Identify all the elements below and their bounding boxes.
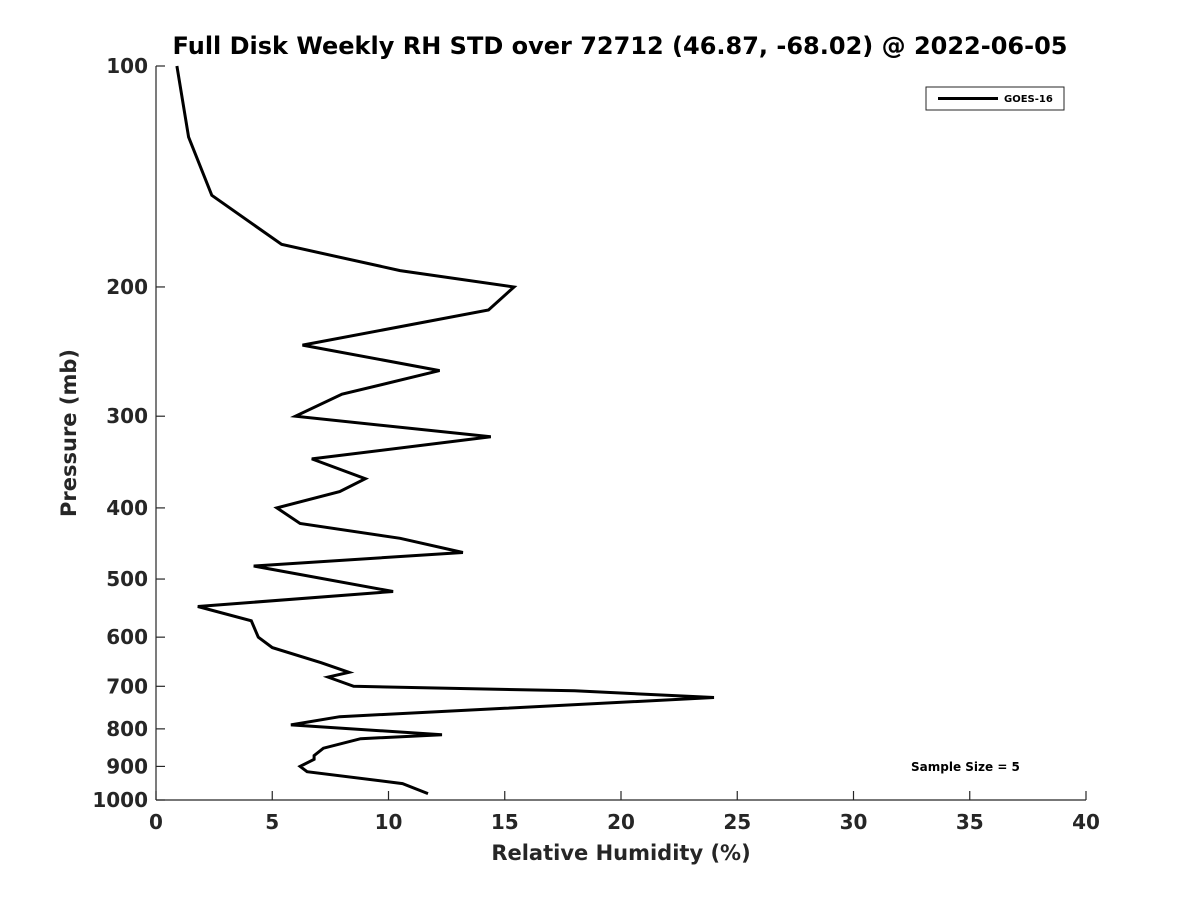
y-tick-label: 300 (106, 404, 148, 428)
x-tick-label: 0 (149, 810, 163, 834)
y-tick-label: 400 (106, 496, 148, 520)
x-tick-label: 35 (956, 810, 984, 834)
x-tick-label: 10 (375, 810, 403, 834)
series-line-goes-16 (175, 65, 715, 795)
y-tick-label: 900 (106, 754, 148, 778)
y-tick-label: 600 (106, 625, 148, 649)
y-ticks: 100 200 300 400 500 600 700 800 900 1000 (92, 54, 165, 812)
series-layer (175, 65, 715, 795)
x-tick-label: 20 (607, 810, 635, 834)
y-tick-label: 800 (106, 717, 148, 741)
plot-axes (155, 66, 1086, 801)
legend-label: GOES-16 (1004, 94, 1053, 105)
sample-size-annotation: Sample Size = 5 (911, 760, 1020, 774)
y-tick-label: 100 (106, 54, 148, 78)
y-tick-label: 1000 (92, 788, 148, 812)
chart-title: Full Disk Weekly RH STD over 72712 (46.8… (173, 32, 1068, 60)
x-tick-label: 15 (491, 810, 519, 834)
y-tick-label: 200 (106, 275, 148, 299)
x-tick-label: 40 (1072, 810, 1100, 834)
y-tick-label: 500 (106, 567, 148, 591)
x-axis-label: Relative Humidity (%) (491, 841, 750, 865)
x-tick-label: 30 (840, 810, 868, 834)
x-tick-label: 5 (265, 810, 279, 834)
legend: GOES-16 (925, 86, 1065, 111)
y-tick-label: 700 (106, 674, 148, 698)
y-axis-label: Pressure (mb) (57, 349, 81, 517)
x-tick-label: 25 (723, 810, 751, 834)
x-ticks: 0 5 10 15 20 25 30 35 40 (149, 791, 1100, 834)
